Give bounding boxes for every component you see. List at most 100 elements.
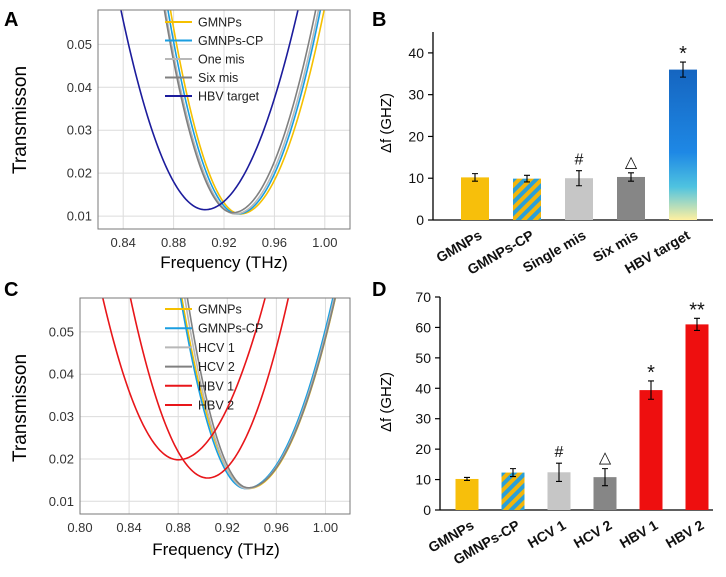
panel-d-error-bar-gmnps <box>464 476 470 482</box>
panel-c-curve-gmnps-cp <box>179 298 334 490</box>
panel-d-category-label-hbv-2: HBV 2 <box>663 517 707 552</box>
panel-a-curve-gmnps-cp <box>167 10 322 215</box>
panel-c-legend-label-gmnps: GMNPs <box>198 303 242 317</box>
panel-a-y-axis-label: Transmisson <box>10 66 31 174</box>
panel-a-transmission-chart: A 0.84 0.88 0.92 0.96 1.00 0.01 0.02 0.03 0.04 0.… <box>4 9 351 272</box>
panel-a-x-axis-label: Frequency (THz) <box>160 253 288 272</box>
panel-a-y-tick-label: 0.02 <box>67 166 92 181</box>
panel-c-curve-hcv-1 <box>183 298 335 490</box>
panel-a-legend-label-gmnps: GMNPs <box>198 16 242 30</box>
panel-b-bar-gmnps-cp <box>513 178 541 220</box>
panel-b-annotation-hbv-target: * <box>679 43 687 65</box>
panel-d-annotation-hbv-1: * <box>647 362 655 384</box>
panel-b-y-tick-label: 40 <box>408 45 424 61</box>
panel-a-x-tick-label: 0.88 <box>161 235 186 250</box>
panel-b-bar-gmnps <box>461 177 489 220</box>
panel-d-annotation-hbv-2: ** <box>689 299 705 321</box>
panel-d-bar-gmnps-cp <box>501 472 525 510</box>
panel-a-legend-label-one-mis: One mis <box>198 53 245 67</box>
panel-d-y-tick-label: 0 <box>423 502 431 518</box>
panel-b-y-tick-label: 10 <box>408 170 424 186</box>
panel-d-bar-hbv-2 <box>685 324 709 510</box>
panel-b-error-bar-gmnps <box>472 173 478 182</box>
panel-c-y-tick-label: 0.03 <box>49 409 74 424</box>
panel-d-y-tick-label: 70 <box>415 289 431 305</box>
panel-d-category-label-hcv-1: HCV 1 <box>525 517 569 552</box>
panel-d-category-label-hbv-1: HBV 1 <box>617 517 661 552</box>
panel-d-bar-gmnps <box>455 478 479 510</box>
panel-c-transmission-chart: C 0.80 0.84 0.88 0.92 0.96 1.00 0.01 0.02 0.03 0.… <box>4 279 351 559</box>
panel-d-error-bar-hcv-2 <box>602 468 608 487</box>
panel-b-y-tick-label: 20 <box>408 128 424 144</box>
panel-a-curve-six-mis <box>163 10 317 214</box>
panel-a-x-tick-label: 0.92 <box>211 235 236 250</box>
panel-b-error-bar-six-mis <box>628 172 634 182</box>
panel-d-annotation-hcv-1: # <box>555 444 564 461</box>
panel-a-curve-hbv-target <box>120 10 299 211</box>
panel-d-error-bar-hcv-1 <box>556 462 562 482</box>
panel-a-curve-gmnps <box>169 10 325 215</box>
panel-label-d: D <box>372 279 386 301</box>
panel-a-x-tick-label: 0.84 <box>111 235 136 250</box>
panel-label-b: B <box>372 9 386 31</box>
panel-c-plot-frame <box>79 297 351 515</box>
panel-a-legend-label-six-mis: Six mis <box>198 71 238 85</box>
panel-b-bar-hbv-target <box>669 69 697 220</box>
panel-b-y-tick-label: 0 <box>416 212 424 228</box>
panel-c-legend-label-hcv-2: HCV 2 <box>198 360 235 374</box>
panel-c-y-tick-label: 0.02 <box>49 451 74 466</box>
panel-c-x-tick-label: 0.92 <box>215 520 240 535</box>
panel-c-x-axis-label: Frequency (THz) <box>152 540 280 559</box>
panel-c-y-tick-label: 0.05 <box>49 324 74 339</box>
panel-d-y-tick-label: 40 <box>415 380 431 396</box>
panel-d-category-label-hcv-2: HCV 2 <box>571 517 615 552</box>
panel-a-y-tick-label: 0.05 <box>67 37 92 52</box>
panel-a-y-tick-label: 0.04 <box>67 80 92 95</box>
panel-c-legend-label-gmnps-cp: GMNPs-CP <box>198 322 263 336</box>
panel-d-annotation-hcv-2: △ <box>599 450 612 467</box>
panel-c-legend-label-hbv-1: HBV 1 <box>198 379 234 393</box>
panel-a-plot-frame <box>97 9 351 230</box>
panel-b-annotation-six-mis: △ <box>625 154 638 171</box>
panel-b-y-tick-label: 30 <box>408 87 424 103</box>
panel-b-bar-six-mis <box>617 176 645 220</box>
panel-a-legend-label-hbv-target: HBV target <box>198 90 260 104</box>
panel-b-y-axis-label: Δf (GHZ) <box>378 93 395 153</box>
panel-c-y-tick-label: 0.04 <box>49 367 74 382</box>
panel-label-c: C <box>4 279 18 301</box>
panel-d-error-bar-hbv-1 <box>648 380 654 400</box>
panel-d-bar-hcv-1 <box>547 472 571 510</box>
panel-d-bar-hbv-1 <box>639 390 663 510</box>
panel-c-x-tick-label: 0.80 <box>67 520 92 535</box>
panel-b-annotation-single-mis: # <box>575 152 584 169</box>
panel-c-x-tick-label: 1.00 <box>313 520 338 535</box>
panel-d-error-bar-hbv-2 <box>694 317 700 332</box>
panel-b-error-bar-hbv-target <box>680 61 686 78</box>
panel-b-error-bar-gmnps-cp <box>524 174 530 183</box>
panel-c-y-axis-label: Transmisson <box>10 354 31 462</box>
panel-c-x-tick-label: 0.84 <box>116 520 141 535</box>
panel-c-x-tick-label: 0.88 <box>166 520 191 535</box>
panel-d-y-tick-label: 20 <box>415 441 431 457</box>
panel-c-curve-hbv-1 <box>129 298 290 479</box>
panel-a-y-tick-label: 0.01 <box>67 209 92 224</box>
panel-c-legend-label-hcv-1: HCV 1 <box>198 341 235 355</box>
panel-d-y-axis-label: Δf (GHZ) <box>378 372 395 432</box>
panel-d-bar-hcv-2 <box>593 477 617 510</box>
panel-c-legend-label-hbv-2: HBV 2 <box>198 399 234 413</box>
panel-d-y-tick-label: 10 <box>415 472 431 488</box>
panel-label-a: A <box>4 9 18 31</box>
panel-d-y-tick-label: 30 <box>415 411 431 427</box>
panel-d-y-tick-label: 60 <box>415 319 431 335</box>
panel-a-x-tick-label: 1.00 <box>312 235 337 250</box>
panel-c-x-tick-label: 0.96 <box>264 520 289 535</box>
panel-b-error-bar-single-mis <box>576 170 582 187</box>
panel-a-x-tick-label: 0.96 <box>262 235 287 250</box>
panel-d-y-tick-label: 50 <box>415 350 431 366</box>
panel-c-curve-hbv-2 <box>101 298 266 461</box>
panel-a-y-tick-label: 0.03 <box>67 123 92 138</box>
panel-d-error-bar-gmnps-cp <box>510 468 516 478</box>
